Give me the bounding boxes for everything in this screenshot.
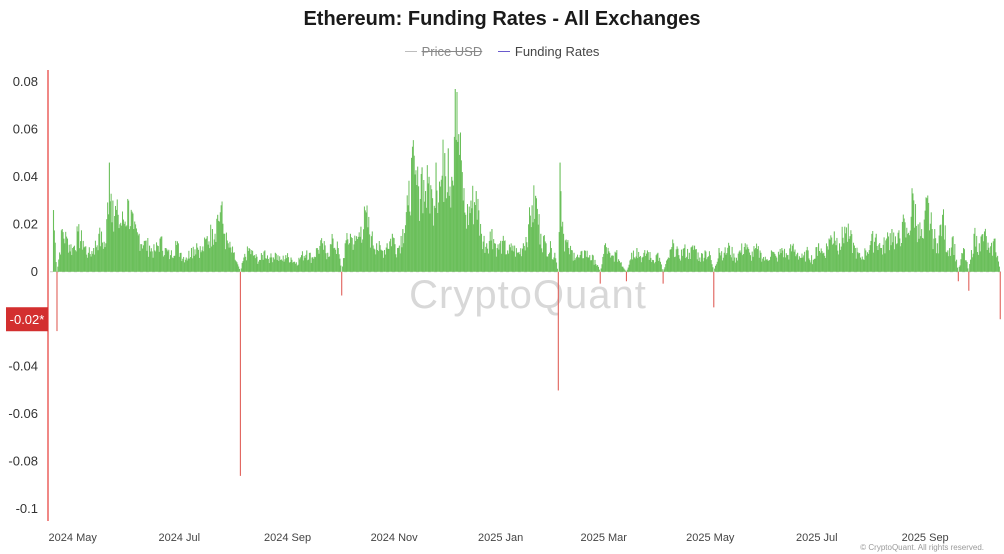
x-tick-label: 2025 May — [686, 532, 735, 544]
chart-title: Ethereum: Funding Rates - All Exchanges — [303, 8, 701, 30]
legend-swatch-price — [404, 51, 417, 52]
y-tick-label: -0.08 — [8, 454, 38, 469]
legend: Price USD Funding Rates — [0, 40, 1004, 59]
current-value-badge: -0.02* — [6, 307, 48, 332]
current-value-badge-bg — [6, 307, 48, 332]
y-tick-label: 0.06 — [13, 121, 38, 136]
y-tick-label: 0 — [31, 264, 38, 279]
legend-swatch-funding — [497, 51, 510, 52]
y-axis: 0.08 0.06 0.04 0.02 0 -0.04 -0.06 -0.08 -0.1 — [8, 74, 38, 516]
legend-label-price: Price USD — [421, 44, 483, 59]
y-tick-label: 0.04 — [13, 169, 38, 184]
x-tick-label: 2025 Mar — [580, 532, 627, 544]
x-tick-label: 2024 May — [49, 532, 98, 544]
x-tick-label: 2025 Jan — [478, 532, 523, 544]
y-tick-label: 0.08 — [13, 74, 38, 89]
x-tick-label: 2025 Jul — [796, 532, 838, 544]
y-tick-label: -0.1 — [16, 501, 38, 516]
legend-label-funding: Funding Rates — [514, 44, 600, 59]
x-tick-label: 2024 Jul — [158, 532, 200, 544]
watermark: CryptoQuant — [409, 273, 647, 317]
x-tick-label: 2025 Sep — [902, 532, 949, 544]
legend-item-funding[interactable]: Funding Rates — [497, 44, 600, 59]
x-tick-label: 2024 Sep — [264, 532, 311, 544]
copyright-credit: © CryptoQuant. All rights reserved. — [860, 543, 984, 552]
legend-item-price[interactable]: Price USD — [404, 44, 483, 59]
current-value-label: -0.02* — [10, 312, 45, 327]
x-axis: 2024 May 2024 Jul 2024 Sep 2024 Nov 2025 Jan… — [49, 532, 949, 544]
y-tick-label: -0.06 — [8, 406, 38, 421]
x-tick-label: 2024 Nov — [371, 532, 419, 544]
y-tick-label: 0.02 — [13, 216, 38, 231]
y-tick-label: -0.04 — [8, 359, 38, 374]
funding-rate-bars — [52, 88, 1001, 476]
